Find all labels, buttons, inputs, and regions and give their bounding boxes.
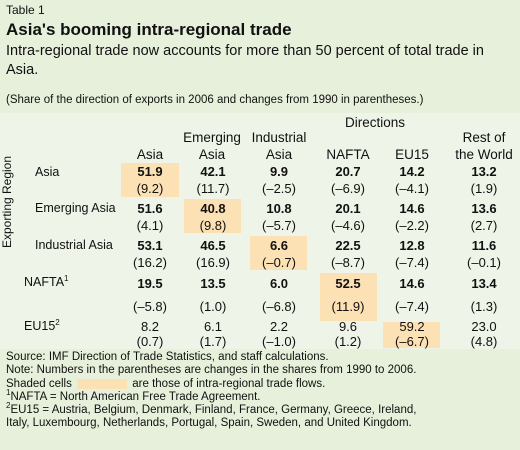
cell-nafta-asia: 19.5	[137, 276, 163, 291]
cell-nafta-emerging: 13.5	[200, 276, 226, 291]
cell-eu15-industrial: 2.2	[269, 319, 289, 334]
change-emerging-industrial: (–5.7)	[262, 218, 296, 233]
highlight-industrial-industrial	[250, 236, 307, 270]
highlight-nafta-nafta	[320, 273, 377, 321]
cell-industrial-eu15: 12.8	[399, 238, 425, 253]
change-asia-industrial: (–2.5)	[262, 181, 296, 196]
cell-asia-rest: 13.2	[471, 164, 497, 179]
change-nafta-rest: (1.3)	[470, 299, 498, 314]
change-industrial-nafta: (–8.7)	[331, 255, 365, 270]
cell-emerging-asia: 51.6	[137, 201, 163, 216]
col-header-rest-2: the World	[455, 147, 513, 162]
subtitle: Intra-regional trade now accounts for mo…	[6, 43, 484, 78]
col-header-asia: Asia	[136, 147, 164, 162]
col-header-rest-1: Rest of	[462, 130, 506, 145]
cell-asia-emerging: 42.1	[200, 164, 226, 179]
col-header-industrial-1: Industrial	[251, 130, 307, 145]
row-label-eu15: EU152	[24, 317, 60, 333]
change-nafta-asia: (–5.8)	[133, 299, 167, 314]
row-label-nafta: NAFTA1	[24, 273, 69, 289]
table-label: Table 1	[6, 3, 45, 17]
trade-table: Directions Asia Emerging Asia Industrial…	[0, 113, 520, 349]
cell-nafta-industrial: 6.0	[269, 276, 289, 291]
change-industrial-rest: (–0.1)	[467, 255, 501, 270]
change-emerging-nafta: (–4.6)	[331, 218, 365, 233]
directions-label: Directions	[344, 115, 406, 130]
change-asia-nafta: (–6.9)	[331, 181, 365, 196]
table-title: Asia's booming intra-regional trade	[6, 20, 292, 39]
cell-eu15-asia: 8.2	[140, 319, 160, 334]
change-nafta-emerging: (1.0)	[199, 299, 227, 314]
cell-eu15-emerging: 6.1	[203, 319, 223, 334]
highlight-swatch	[77, 378, 128, 389]
col-header-eu15: EU15	[395, 147, 429, 162]
col-header-emerging-1: Emerging	[183, 130, 241, 145]
change-eu15-industrial: (–1.0)	[262, 334, 296, 349]
change-asia-asia: (9.2)	[136, 181, 164, 196]
cell-nafta-eu15: 14.6	[399, 276, 425, 291]
cell-eu15-rest: 23.0	[471, 319, 497, 334]
change-industrial-industrial: (–0.7)	[262, 255, 296, 270]
cell-nafta-nafta: 52.5	[335, 276, 361, 291]
parentheses-note: Note: Numbers in the parentheses are cha…	[6, 364, 417, 377]
change-asia-rest: (1.9)	[470, 181, 498, 196]
cell-industrial-rest: 11.6	[471, 238, 497, 253]
change-nafta-nafta: (11.9)	[331, 299, 365, 314]
footnote-marker-2: 2	[55, 317, 60, 327]
change-industrial-eu15: (–7.4)	[395, 255, 429, 270]
change-emerging-eu15: (–2.2)	[395, 218, 429, 233]
cell-asia-nafta: 20.7	[335, 164, 361, 179]
change-eu15-rest: (4.8)	[470, 334, 498, 349]
change-asia-eu15: (–4.1)	[395, 181, 429, 196]
cell-industrial-nafta: 22.5	[335, 238, 361, 253]
change-eu15-nafta: (1.2)	[334, 334, 362, 349]
cell-emerging-rest: 13.6	[471, 201, 497, 216]
row-label-industrial-asia: Industrial Asia	[35, 238, 113, 252]
change-emerging-emerging: (9.8)	[199, 218, 227, 233]
cell-emerging-industrial: 10.8	[266, 201, 292, 216]
table-notes: Source: IMF Direction of Trade Statistic…	[6, 351, 518, 431]
change-eu15-asia: (0.7)	[136, 334, 164, 349]
footnote-2-continued: Italy, Luxembourg, Netherlands, Portugal…	[6, 417, 412, 430]
cell-emerging-nafta: 20.1	[335, 201, 361, 216]
cell-emerging-emerging: 40.8	[200, 201, 226, 216]
row-label-emerging-asia: Emerging Asia	[35, 201, 116, 215]
footnote-marker-1: 1	[64, 273, 69, 283]
exporting-region-label: Exporting Region	[0, 155, 14, 249]
change-emerging-asia: (4.1)	[136, 218, 164, 233]
source-note: Source: IMF Direction of Trade Statistic…	[6, 351, 329, 363]
table-subnote: (Share of the direction of exports in 20…	[6, 94, 424, 106]
change-industrial-asia: (16.2)	[133, 255, 167, 270]
change-eu15-emerging: (1.7)	[199, 334, 227, 349]
footnote-2: 2EU15 = Austria, Belgium, Denmark, Finla…	[6, 401, 417, 417]
change-emerging-rest: (2.7)	[470, 218, 498, 233]
cell-eu15-nafta: 9.6	[338, 319, 358, 334]
change-nafta-eu15: (–7.4)	[395, 299, 429, 314]
cell-industrial-industrial: 6.6	[269, 238, 289, 253]
highlight-emerging-emerging	[184, 199, 241, 233]
change-asia-emerging: (11.7)	[196, 181, 230, 196]
col-header-nafta: NAFTA	[326, 147, 370, 162]
footnote-1: 1NAFTA = North American Free Trade Agree…	[6, 388, 261, 403]
cell-eu15-eu15: 59.2	[399, 319, 425, 334]
cell-nafta-rest: 13.4	[471, 276, 497, 291]
highlight-asia-asia	[121, 163, 179, 197]
row-label-asia: Asia	[35, 165, 60, 179]
cell-asia-asia: 51.9	[137, 164, 163, 179]
col-header-emerging-2: Asia	[198, 147, 226, 162]
change-industrial-emerging: (16.9)	[196, 255, 230, 270]
col-header-industrial-2: Asia	[265, 147, 293, 162]
cell-emerging-eu15: 14.6	[399, 201, 425, 216]
cell-industrial-emerging: 46.5	[200, 238, 226, 253]
highlight-eu15-eu15	[383, 322, 440, 348]
shading-note: Shaded cells are those of intra-regional…	[6, 377, 326, 390]
change-nafta-industrial: (–6.8)	[262, 299, 296, 314]
cell-asia-eu15: 14.2	[399, 164, 425, 179]
cell-asia-industrial: 9.9	[269, 164, 289, 179]
cell-industrial-asia: 53.1	[137, 238, 163, 253]
change-eu15-eu15: (–6.7)	[395, 334, 429, 349]
